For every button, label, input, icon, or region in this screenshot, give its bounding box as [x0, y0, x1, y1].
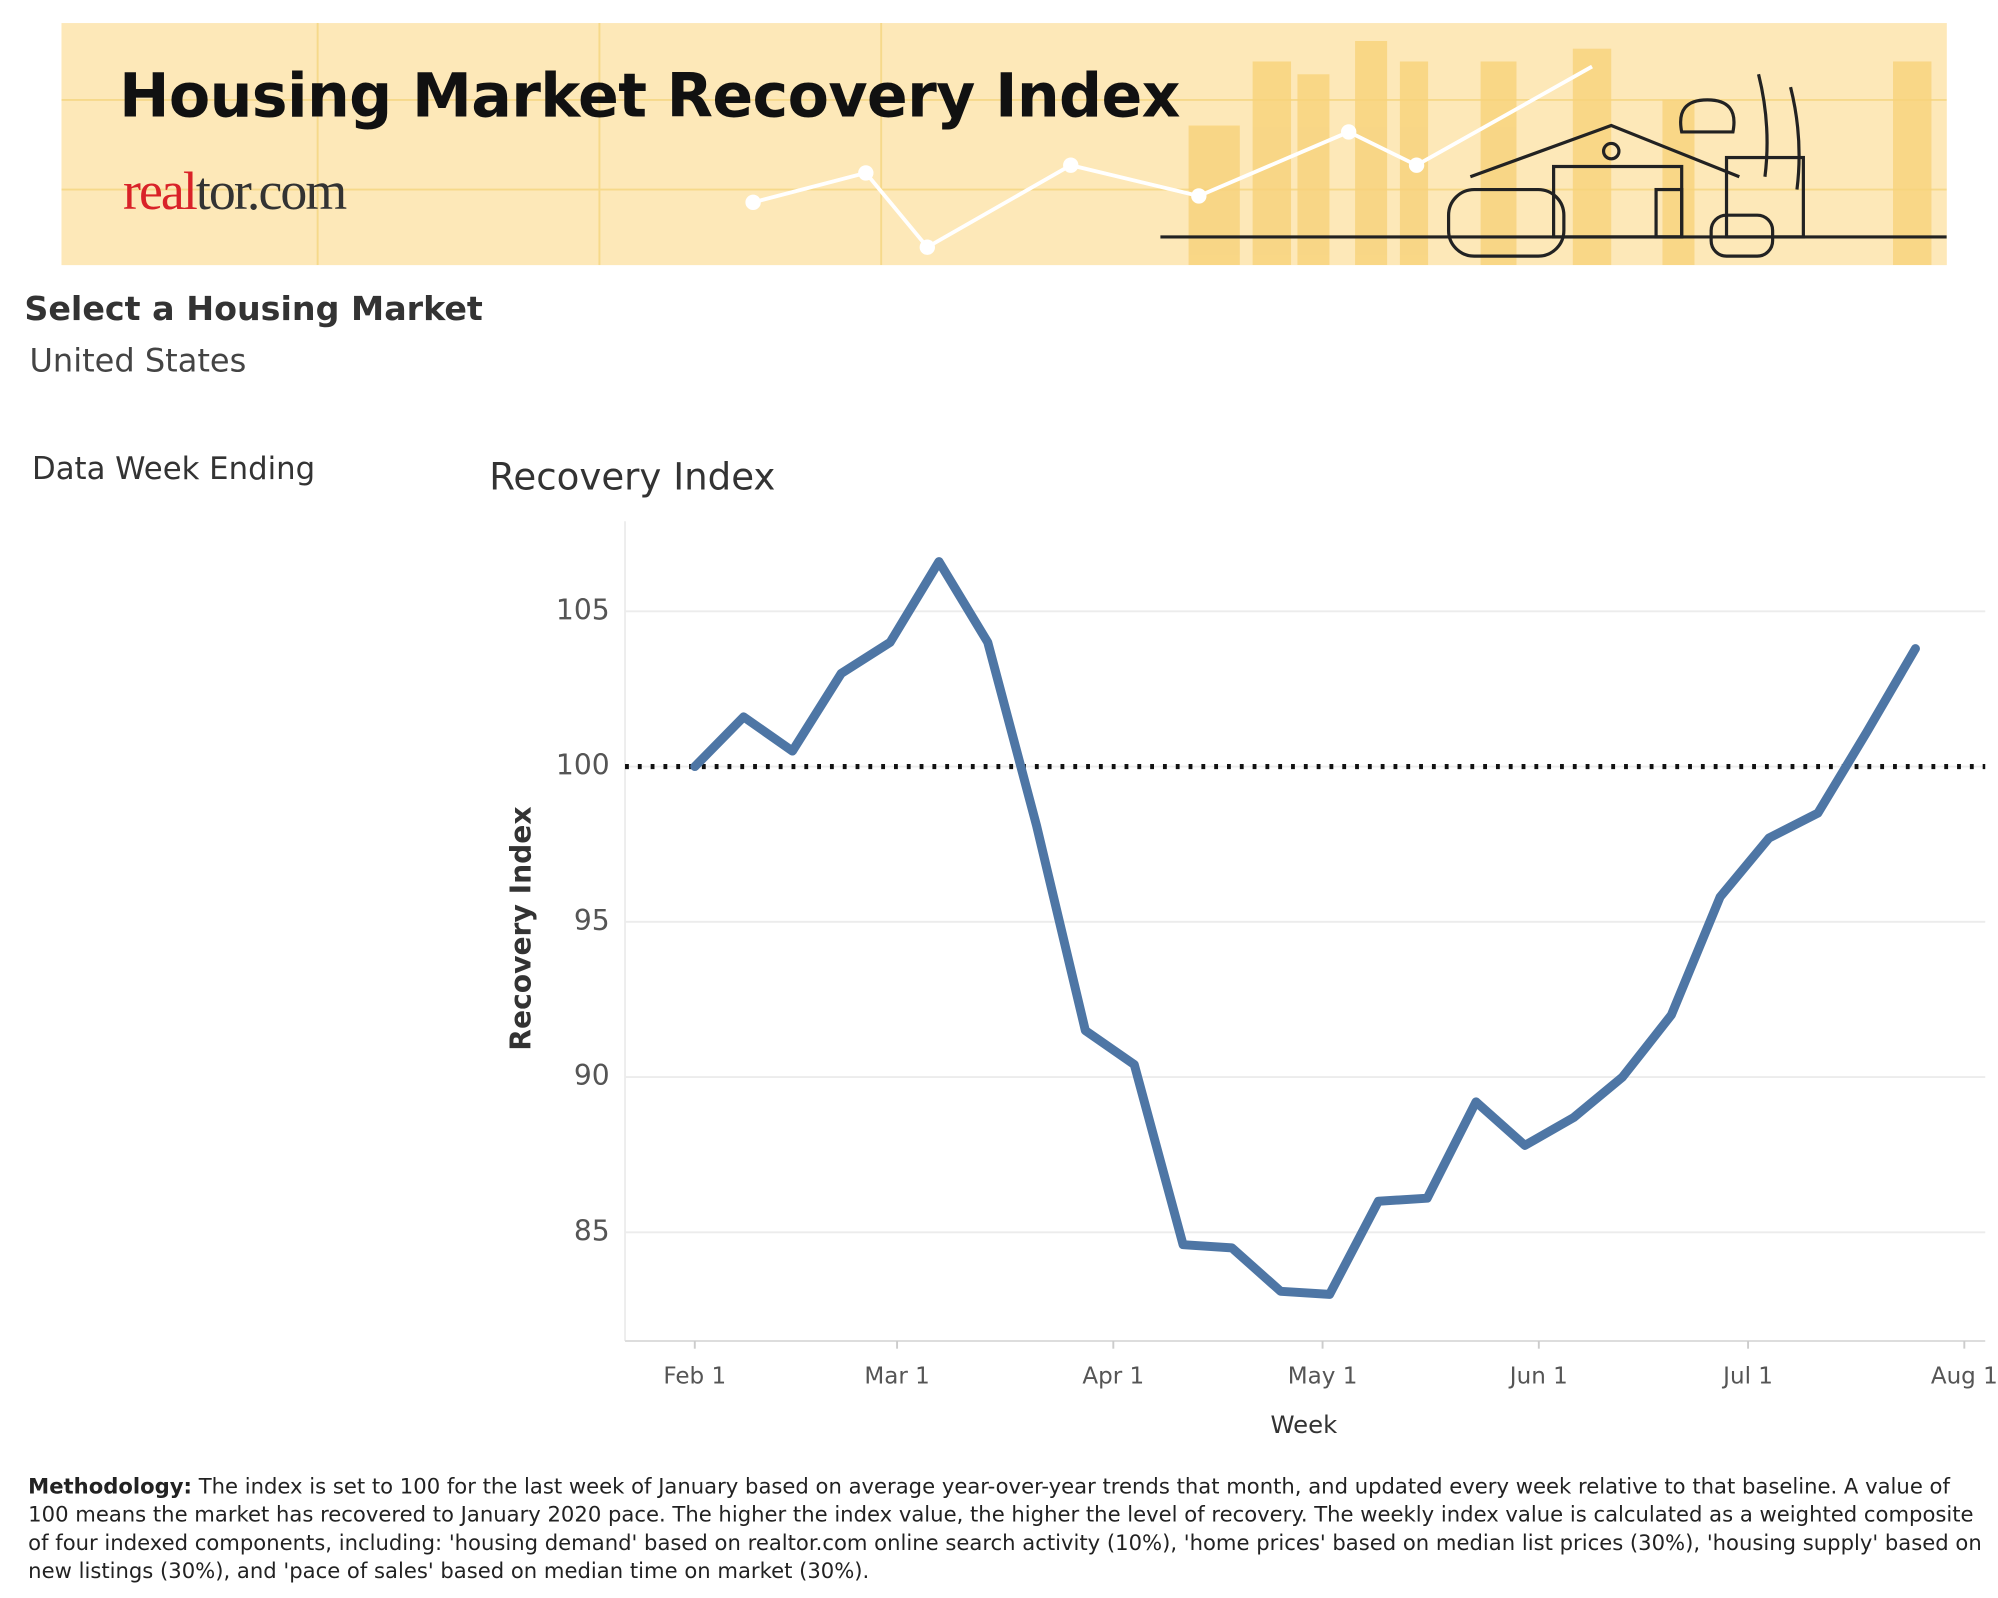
y-tick-label: 105 — [556, 593, 610, 626]
chart: Recovery Index Recovery Index Week 85 90 9… — [489, 455, 1998, 1439]
x-tick-label: Jul 1 — [1721, 1363, 1773, 1389]
logo-part: tor.com — [195, 162, 347, 222]
banner-title: Housing Market Recovery Index — [119, 61, 1180, 132]
chart-title: Recovery Index — [489, 455, 775, 498]
x-tick-label: Aug 1 — [1931, 1363, 1998, 1389]
data-line — [690, 557, 1920, 1299]
x-tick-label: May 1 — [1288, 1363, 1358, 1389]
filter-dropdown[interactable]: United States — [29, 341, 247, 380]
x-tick-label: Mar 1 — [864, 1363, 929, 1389]
x-axis-label: Week — [1271, 1410, 1339, 1439]
banner: Housing Market Recovery Index realtor.co… — [61, 23, 1947, 266]
filter-label: Data Week Ending — [32, 450, 316, 487]
logo: realtor.com — [122, 161, 347, 222]
x-tick-label: Jun 1 — [1508, 1363, 1568, 1389]
y-axis-label: Recovery Index — [504, 806, 537, 1050]
x-tick-label: Apr 1 — [1082, 1363, 1144, 1389]
logo-part: real — [122, 162, 198, 222]
y-tick-label: 90 — [574, 1059, 610, 1092]
x-tick-label: Feb 1 — [663, 1363, 726, 1389]
methodology-label: Methodology: — [28, 1474, 192, 1499]
y-tick-label: 85 — [574, 1214, 610, 1247]
banner-art — [61, 23, 1947, 266]
y-tick-label: 95 — [574, 904, 610, 937]
y-tick-label: 100 — [556, 749, 610, 782]
methodology-text: The index is set to 100 for the last wee… — [28, 1474, 1982, 1584]
filter-label: Select a Housing Market — [24, 290, 483, 330]
methodology: Methodology: The index is set to 100 for… — [28, 1473, 1985, 1586]
